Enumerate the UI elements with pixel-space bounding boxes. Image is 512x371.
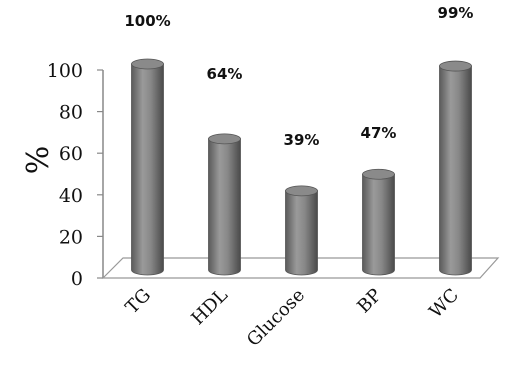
y-tick-label: 20 bbox=[59, 226, 83, 248]
bars bbox=[131, 58, 472, 276]
bar-top bbox=[362, 168, 395, 180]
y-axis-label: % bbox=[21, 146, 56, 175]
bar-top bbox=[131, 58, 164, 70]
bar-hdl bbox=[208, 133, 241, 276]
bar-body bbox=[208, 138, 241, 276]
y-tick-label: 60 bbox=[59, 143, 83, 165]
data-label: 47% bbox=[361, 124, 397, 142]
bar-body bbox=[285, 190, 318, 276]
bar-tg bbox=[131, 58, 164, 276]
y-tick-label: 80 bbox=[59, 102, 83, 124]
y-tick-label: 40 bbox=[59, 185, 83, 207]
bar-body bbox=[131, 63, 164, 276]
y-axis-ticks: 0 20 40 60 80 100 bbox=[47, 60, 103, 290]
y-tick-label: 0 bbox=[71, 268, 83, 290]
y-tick-label: 100 bbox=[47, 60, 83, 82]
x-axis-ticks: TG HDL Glucose BP WC bbox=[122, 285, 464, 351]
data-labels: 100% 64% 39% 47% 99% bbox=[124, 4, 473, 149]
bar-wc bbox=[439, 60, 472, 276]
bar-body bbox=[362, 173, 395, 276]
x-tick-label: WC bbox=[425, 285, 463, 323]
bar-top bbox=[208, 133, 241, 145]
x-tick-label: Glucose bbox=[243, 285, 309, 351]
data-label: 100% bbox=[124, 12, 170, 30]
bar-bp bbox=[362, 168, 395, 276]
data-label: 39% bbox=[284, 131, 320, 149]
bar-top bbox=[285, 185, 318, 197]
bar-glucose bbox=[285, 185, 318, 276]
axes bbox=[101, 70, 500, 279]
data-label: 64% bbox=[207, 65, 243, 83]
x-tick-label: BP bbox=[353, 285, 386, 318]
x-tick-label: HDL bbox=[187, 285, 232, 330]
bar-body bbox=[439, 65, 472, 276]
chart-floor bbox=[101, 257, 500, 279]
x-tick-label: TG bbox=[122, 285, 156, 319]
bar-top bbox=[439, 60, 472, 72]
data-label: 99% bbox=[438, 4, 474, 22]
